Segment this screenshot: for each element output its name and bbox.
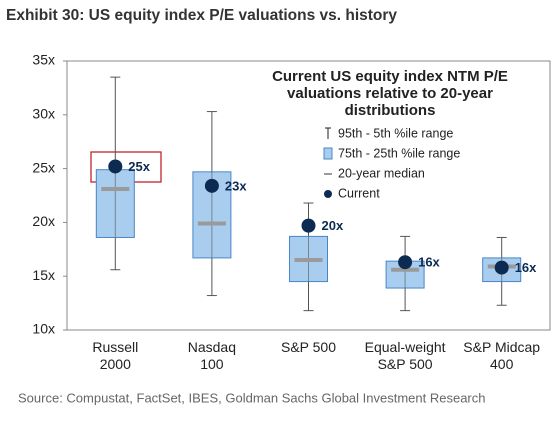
y-tick-label: 20x: [32, 213, 55, 229]
current-dot: [108, 159, 123, 174]
current-dot: [204, 178, 219, 193]
y-tick-label: 10x: [32, 321, 55, 337]
chart-title: Exhibit 30: US equity index P/E valuatio…: [6, 7, 397, 24]
x-tick-label: S&P 500: [280, 339, 336, 355]
x-tick-label: Equal-weight S&P 500: [364, 339, 446, 372]
x-tick-label: S&P Midcap 400: [463, 339, 541, 372]
x-tick-label: Nasdaq 100: [187, 339, 237, 372]
legend-title: Current US equity index NTM P/E valuatio…: [272, 68, 508, 119]
y-tick-label: 35x: [32, 52, 55, 68]
current-label: 16x: [418, 255, 440, 270]
current-label: 25x: [128, 159, 150, 174]
current-dot: [494, 260, 509, 275]
current-label: 16x: [515, 260, 537, 275]
current-dot: [301, 218, 316, 233]
legend-label: Current: [338, 186, 380, 200]
legend-label: 95th - 5th %ile range: [338, 126, 453, 140]
x-tick-label: Russell 2000: [92, 339, 139, 372]
current-label: 20x: [322, 218, 344, 233]
y-tick-label: 15x: [32, 267, 55, 283]
legend-label: 75th - 25th %ile range: [338, 146, 460, 160]
current-label: 23x: [225, 178, 247, 193]
legend-icon: [324, 190, 332, 198]
legend-icon: [323, 147, 333, 160]
plot-frame: [66, 60, 551, 331]
y-tick-label: 30x: [32, 106, 55, 122]
y-tick-label: 25x: [32, 159, 55, 175]
current-dot: [398, 255, 413, 270]
source-note: Source: Compustat, FactSet, IBES, Goldma…: [18, 390, 486, 405]
legend-label: 20-year median: [338, 166, 425, 180]
